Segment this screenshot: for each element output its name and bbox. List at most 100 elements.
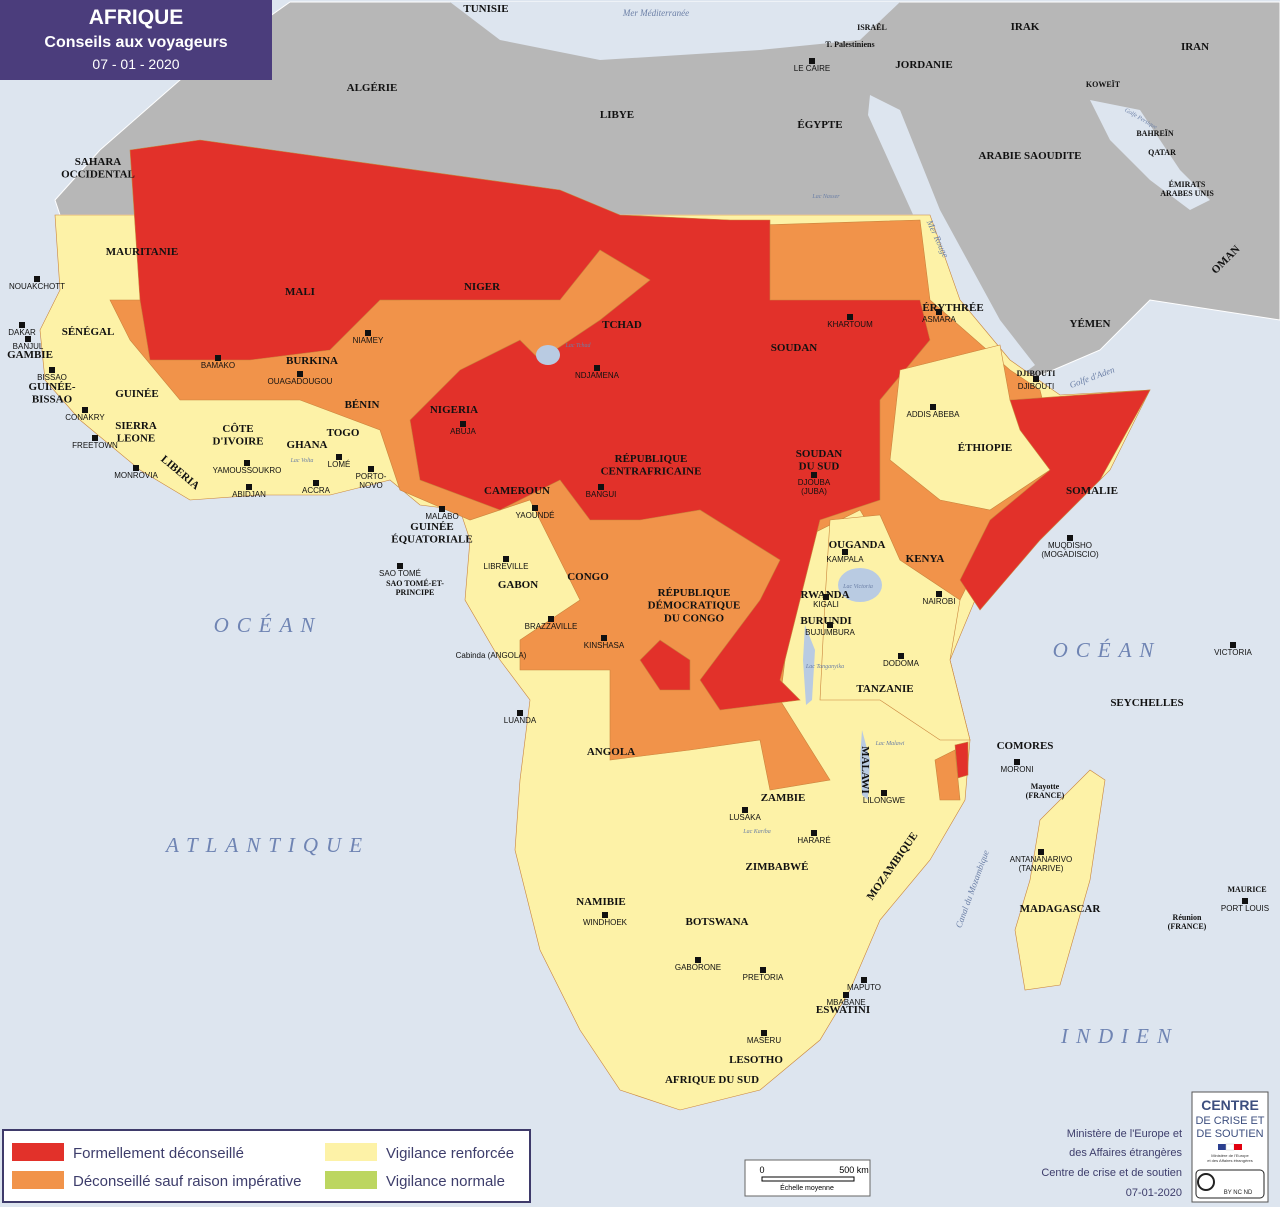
scale-bar: 0 500 km Échelle moyenne — [744, 1159, 871, 1197]
country-label-line: SAHARA — [75, 156, 122, 168]
water-label: Lac Malawi — [875, 741, 905, 747]
country-label: CONGO — [567, 571, 609, 583]
capital-label: NDJAMENA — [575, 371, 620, 380]
capital-marker — [594, 365, 600, 371]
country-label-line: GUINÉE- — [28, 381, 75, 393]
capital-label: FREETOWN — [72, 441, 118, 450]
country-label: ÉMIRATS ARABES UNIS — [1160, 179, 1214, 198]
country-label-line: DU CONGO — [664, 612, 725, 624]
zones — [39, 139, 1151, 1111]
capital-label: ABIDJAN — [232, 490, 266, 499]
zone — [934, 749, 961, 801]
capital-label: BISSAO — [37, 373, 67, 382]
country-label: BURUNDI — [800, 615, 851, 627]
capital-marker — [936, 309, 942, 315]
zone — [129, 139, 931, 711]
country-label: LESOTHO — [729, 1054, 783, 1066]
capital-marker — [92, 435, 98, 441]
country-label-line: ÉMIRATS — [1169, 179, 1206, 189]
capital-label: PORT LOUIS — [1221, 904, 1269, 913]
capital-label: MASERU — [747, 1036, 781, 1045]
capital-label: DJOUBA (JUBA) — [798, 478, 831, 496]
country-label-line: ARABES UNIS — [1160, 189, 1214, 198]
country-label: MALAWI — [859, 746, 871, 794]
water-label: Lac Victoria — [842, 584, 873, 590]
scale-caption: Échelle moyenne — [780, 1183, 834, 1192]
logo-text: DE SOUTIEN — [1196, 1128, 1263, 1140]
water-label: OCÉAN — [1053, 638, 1162, 662]
country-label: ÉRYTHRÉE — [922, 302, 983, 314]
credit-line: Ministère de l'Europe et — [1067, 1128, 1182, 1140]
capital-marker — [439, 506, 445, 512]
capital-marker — [548, 616, 554, 622]
country-label: ESWATINI — [816, 1004, 870, 1016]
capital-label: DJIBOUTI — [1018, 382, 1054, 391]
capital-marker — [517, 710, 523, 716]
country-label-line: (FRANCE) — [1168, 922, 1207, 931]
country-label-line: CENTRAFRICAINE — [601, 466, 702, 478]
capital-marker — [82, 407, 88, 413]
capital-marker — [244, 460, 250, 466]
scale-start: 0 — [759, 1165, 764, 1175]
legend-box — [2, 1129, 531, 1203]
capital-label: YAOUNDÉ — [516, 511, 555, 520]
capital-label-line: (JUBA) — [801, 487, 827, 496]
country-label-line: Mayotte — [1031, 782, 1060, 791]
country-label: ZIMBABWÉ — [746, 861, 809, 873]
country-label: RÉPUBLIQUE CENTRAFRICAINE — [601, 453, 702, 478]
water-label: INDIEN — [1060, 1024, 1179, 1048]
capital-marker — [827, 622, 833, 628]
ministry-text: Ministère de l'Europe — [1211, 1153, 1249, 1158]
country-label: Mayotte (FRANCE) — [1026, 782, 1065, 800]
capital-marker — [297, 371, 303, 377]
capital-marker — [133, 465, 139, 471]
capital-marker — [1033, 376, 1039, 382]
lake — [803, 625, 815, 705]
country-label: QATAR — [1148, 148, 1176, 157]
country-label: SÉNÉGAL — [62, 326, 115, 338]
capital-marker — [49, 367, 55, 373]
country-label: DJIBOUTI — [1017, 369, 1056, 378]
country-label: SOUDAN DU SUD — [796, 448, 843, 473]
persian-gulf — [1090, 100, 1210, 210]
capital-label: ASMARA — [922, 315, 956, 324]
capital-marker — [847, 314, 853, 320]
mediterranean — [450, 2, 900, 60]
water-label: Lac Tchad — [565, 343, 592, 349]
zone — [889, 344, 1051, 511]
capital-marker — [842, 549, 848, 555]
capital-label: MUQDISHO (MOGADISCIO) — [1041, 541, 1099, 559]
ministry-text: et des Affaires étrangères — [1207, 1158, 1253, 1163]
red-sea — [868, 95, 1035, 380]
legend-swatch — [325, 1171, 377, 1189]
capital-marker — [313, 480, 319, 486]
country-label-line: GUINÉE — [410, 521, 453, 533]
lake — [860, 730, 870, 800]
capital-label-line: MUQDISHO — [1048, 541, 1092, 550]
country-label: NIGER — [464, 281, 501, 293]
capital-label: ACCRA — [302, 486, 331, 495]
country-label-line: SOUDAN — [796, 448, 843, 460]
capital-label: CONAKRY — [65, 413, 105, 422]
legend-label: Déconseillé sauf raison impérative — [73, 1173, 301, 1190]
capital-label: BUJUMBURA — [805, 628, 855, 637]
country-label: MALI — [285, 286, 315, 298]
capital-marker — [601, 635, 607, 641]
legend-swatch — [12, 1143, 64, 1161]
country-label: GABON — [498, 579, 538, 591]
water-label: Lac Tanganyika — [805, 664, 844, 670]
zone — [954, 741, 969, 779]
capital-label: KAMPALA — [826, 555, 864, 564]
flag-white — [1225, 1143, 1235, 1151]
capital-marker — [246, 484, 252, 490]
capital-label-line: (MOGADISCIO) — [1041, 550, 1099, 559]
capital-label: GABORONE — [675, 963, 721, 972]
country-label: NIGERIA — [430, 404, 478, 416]
capital-marker — [1242, 898, 1248, 904]
credit-line: 07-01-2020 — [1126, 1187, 1182, 1199]
country-label: ANGOLA — [587, 746, 635, 758]
capital-label: NOUAKCHOTT — [9, 282, 65, 291]
country-label: GHANA — [287, 439, 328, 451]
water-label: Lac Kariba — [742, 829, 771, 835]
